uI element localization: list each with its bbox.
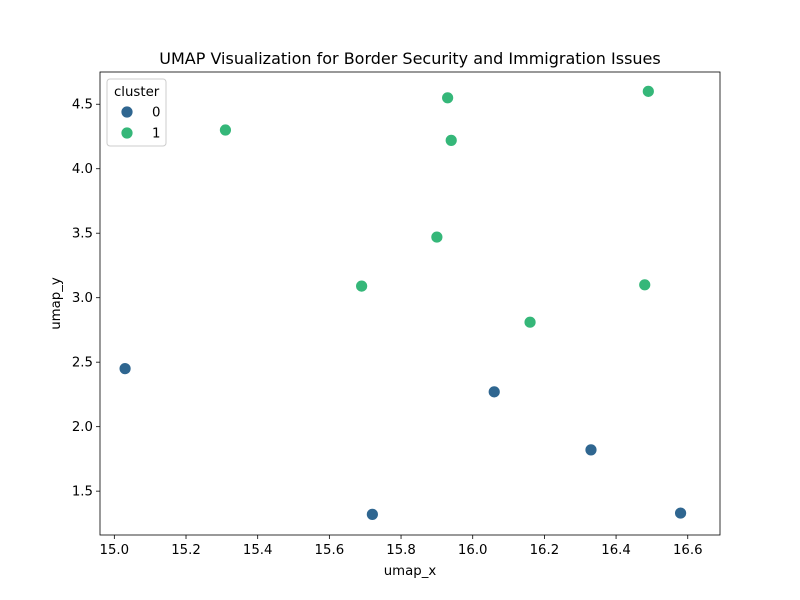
- data-point-cluster-0: [487, 385, 501, 399]
- x-tick-label: 15.8: [386, 543, 416, 558]
- y-tick-label: 1.5: [72, 485, 93, 500]
- y-tick-label: 4.5: [72, 98, 93, 113]
- y-tick-label: 2.0: [72, 420, 93, 435]
- x-tick-label: 16.4: [601, 543, 631, 558]
- y-tick-label: 2.5: [72, 356, 93, 371]
- data-point-cluster-1: [444, 133, 458, 147]
- legend: cluster 0 1: [106, 78, 167, 147]
- data-point-cluster-1: [219, 123, 232, 137]
- chart-title: UMAP Visualization for Border Security a…: [159, 49, 660, 68]
- y-tick-label: 4.0: [72, 162, 93, 177]
- x-tick-label: 15.2: [171, 543, 201, 558]
- legend-entry-label: 1: [152, 127, 160, 142]
- legend-marker: [120, 105, 134, 119]
- y-axis: 1.5 2.0 2.5 3.0 3.5 4.0 4.5: [72, 98, 100, 500]
- x-tick-label: 16.0: [458, 543, 488, 558]
- plot-frame: [99, 71, 721, 536]
- data-point-cluster-1: [523, 315, 537, 329]
- y-axis-label: umap_y: [49, 277, 64, 330]
- y-tick-label: 3.0: [72, 291, 93, 306]
- data-point-cluster-1: [638, 278, 652, 292]
- x-tick-label: 16.6: [673, 543, 703, 558]
- legend-marker: [120, 126, 134, 140]
- legend-box: [106, 78, 167, 147]
- data-point-cluster-1: [441, 91, 455, 105]
- legend-title: cluster: [114, 85, 160, 100]
- data-point-cluster-0: [118, 362, 132, 376]
- x-axis-label: umap_x: [384, 564, 437, 579]
- x-tick-label: 15.6: [315, 543, 345, 558]
- data-point-cluster-1: [430, 230, 444, 244]
- data-point-cluster-0: [584, 443, 598, 457]
- data-point-cluster-1: [355, 279, 369, 293]
- y-tick-label: 3.5: [72, 227, 93, 242]
- x-axis: 15.0 15.2 15.4 15.6 15.8 16.0 16.2 16.4 16.6: [100, 535, 703, 558]
- x-tick-label: 15.0: [100, 543, 130, 558]
- data-point-cluster-0: [674, 506, 687, 520]
- legend-entry-label: 0: [152, 106, 160, 121]
- x-tick-label: 16.2: [530, 543, 560, 558]
- data-point-cluster-1: [641, 84, 655, 98]
- x-tick-label: 15.4: [243, 543, 273, 558]
- plot-marks: [118, 84, 687, 521]
- data-point-cluster-0: [365, 507, 379, 521]
